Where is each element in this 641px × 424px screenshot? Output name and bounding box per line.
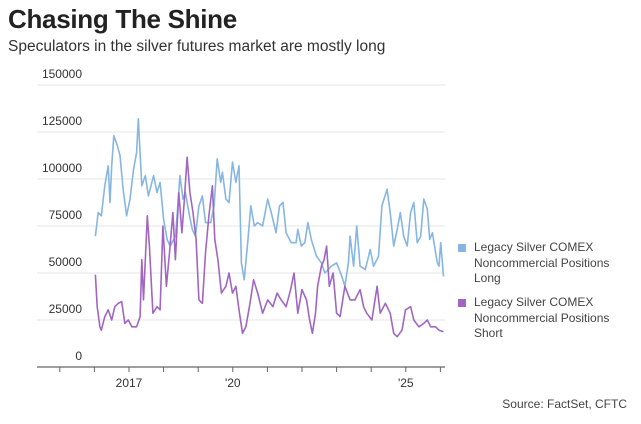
legend-label-long: Legacy Silver COMEX Noncommercial Positi… [474,240,610,285]
legend-item-long: Legacy Silver COMEX Noncommercial Positi… [458,240,634,287]
y-tick-label: 125000 [42,114,82,128]
x-axis: 2017 '20 '25 [37,366,445,390]
y-tick-label: 100000 [42,161,82,175]
x-tick-label: '25 [398,376,414,390]
series-line-long [94,118,445,288]
x-tick-label: '20 [225,376,241,390]
series-lines [94,118,445,338]
legend-swatch-short [458,299,466,307]
y-tick-label: 25000 [49,302,83,316]
chart-subtitle: Speculators in the silver futures market… [8,38,386,55]
x-tick-label: 2017 [116,376,143,390]
chart-title: Chasing The Shine [8,4,237,34]
y-axis-ticks: 0 25000 50000 75000 100000 125000 150000 [42,67,82,363]
legend-item-short: Legacy Silver COMEX Noncommercial Positi… [458,295,634,342]
y-tick-label: 0 [75,349,82,363]
y-tick-label: 75000 [49,208,83,222]
legend-label-short: Legacy Silver COMEX Noncommercial Positi… [474,295,610,340]
y-tick-label: 50000 [49,255,83,269]
y-tick-label: 150000 [42,67,82,81]
series-line-short [94,156,444,338]
legend-swatch-long [458,244,466,252]
gridlines [37,84,445,321]
source-note: Source: FactSet, CFTC [502,397,627,411]
